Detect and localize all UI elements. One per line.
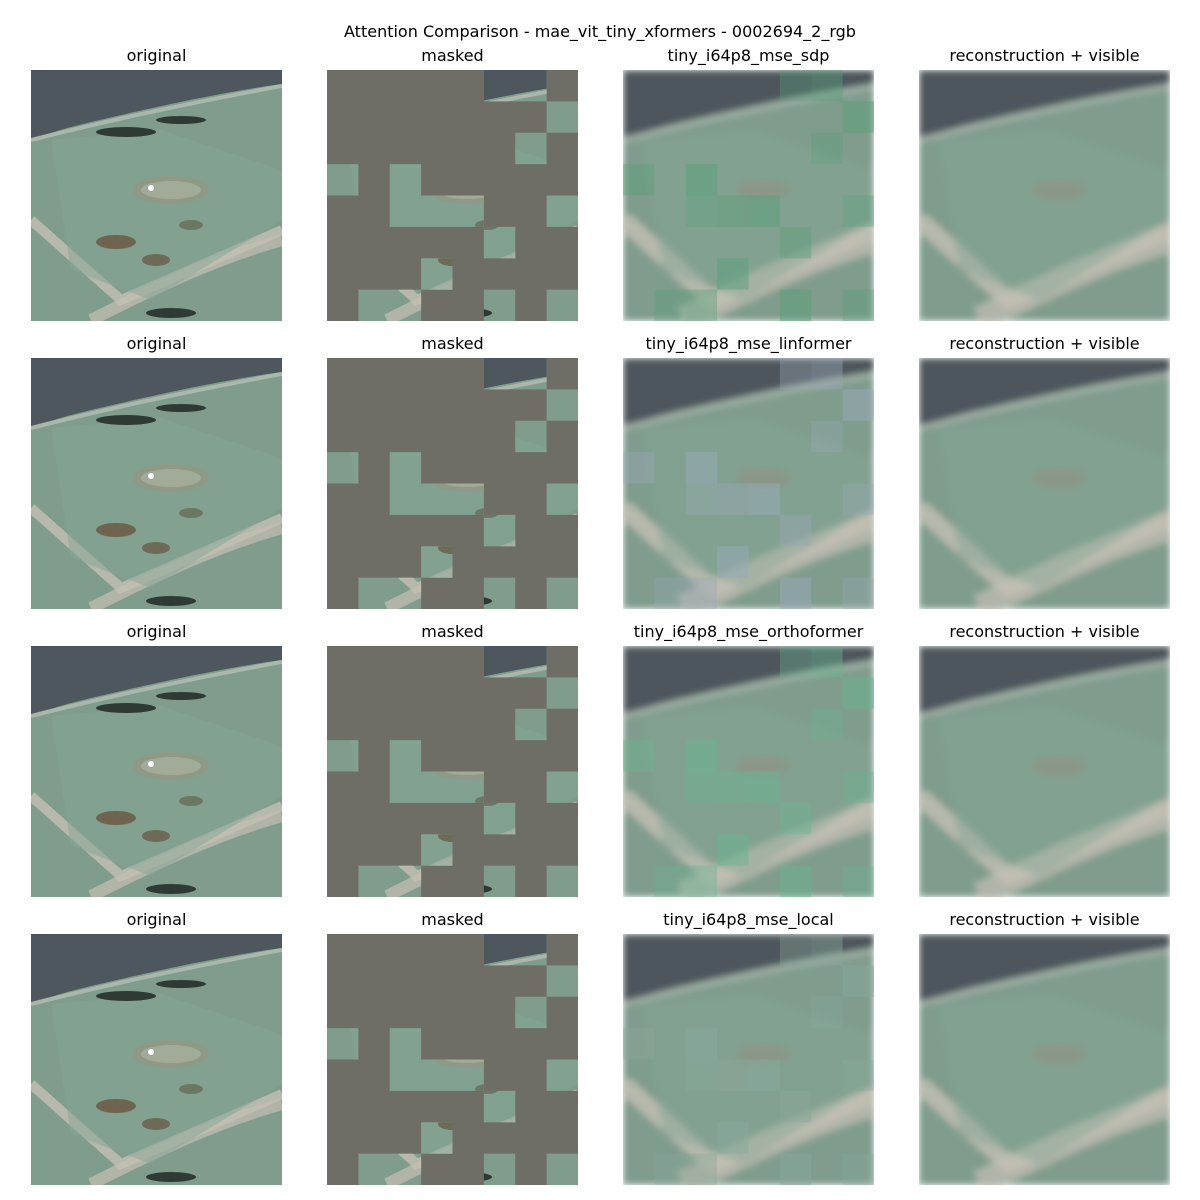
masked-image <box>327 70 578 321</box>
panel-title-original: original <box>126 334 187 353</box>
panel-title-model: tiny_i64p8_mse_orthoformer <box>633 622 864 641</box>
panel-title-original: original <box>126 622 187 641</box>
original-image <box>31 70 282 321</box>
panel-title-model: tiny_i64p8_mse_sdp <box>667 46 830 65</box>
original-image <box>31 646 282 897</box>
figure-title: Attention Comparison - mae_vit_tiny_xfor… <box>344 22 856 41</box>
panel-title-original: original <box>126 910 187 929</box>
panel-title-model: tiny_i64p8_mse_local <box>663 910 834 929</box>
reconstruction-image <box>623 934 874 1185</box>
masked-image <box>327 934 578 1185</box>
masked-image <box>327 358 578 609</box>
panel-title-masked: masked <box>421 622 484 641</box>
reconstruction-visible-image <box>919 70 1170 321</box>
reconstruction-visible-image <box>919 358 1170 609</box>
panel-title-model: tiny_i64p8_mse_linformer <box>645 334 852 353</box>
panel-title-original: original <box>126 46 187 65</box>
panel-title-combined: reconstruction + visible <box>949 46 1140 65</box>
panel-title-combined: reconstruction + visible <box>949 334 1140 353</box>
panel-title-combined: reconstruction + visible <box>949 910 1140 929</box>
masked-image <box>327 646 578 897</box>
reconstruction-image <box>623 646 874 897</box>
panel-title-masked: masked <box>421 910 484 929</box>
reconstruction-visible-image <box>919 646 1170 897</box>
panel-title-masked: masked <box>421 334 484 353</box>
panel-title-combined: reconstruction + visible <box>949 622 1140 641</box>
original-image <box>31 934 282 1185</box>
reconstruction-image <box>623 70 874 321</box>
panel-title-masked: masked <box>421 46 484 65</box>
reconstruction-visible-image <box>919 934 1170 1185</box>
original-image <box>31 358 282 609</box>
reconstruction-image <box>623 358 874 609</box>
